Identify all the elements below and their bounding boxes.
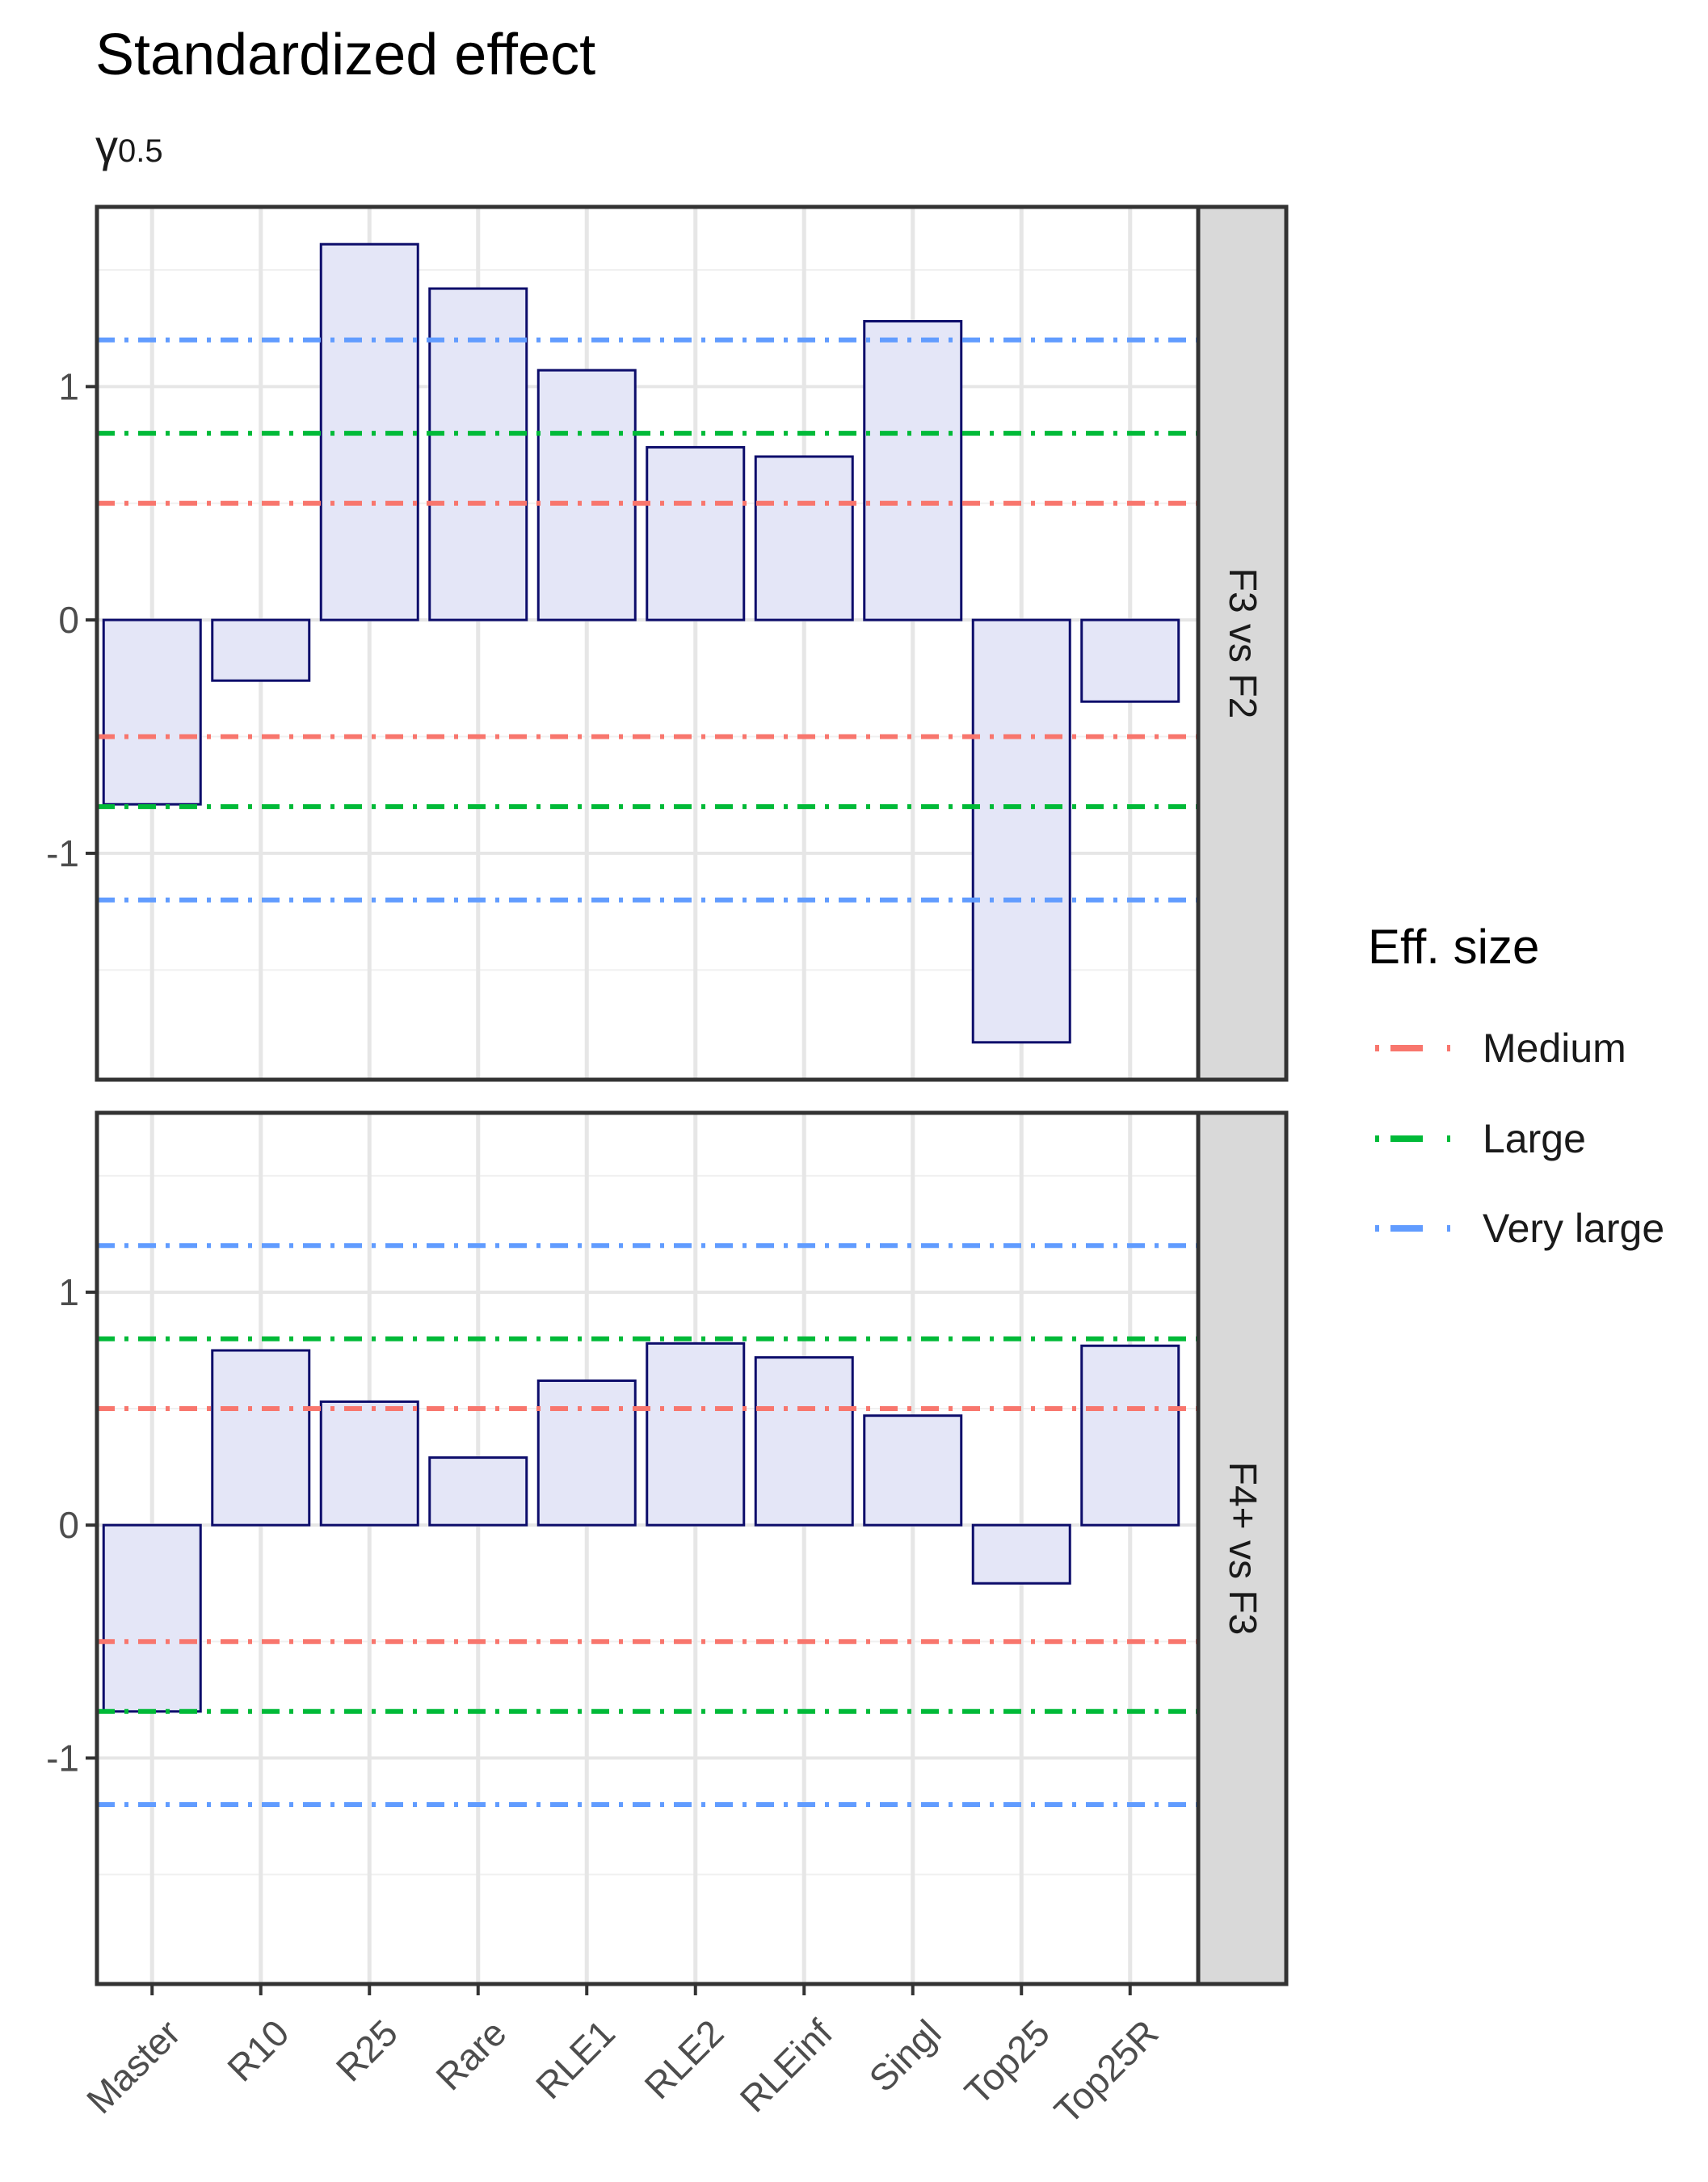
bar-singl <box>863 1414 963 1527</box>
bar-rle2 <box>646 445 746 621</box>
bar-r25 <box>319 1400 419 1527</box>
x-tick-label-rle2: RLE2 <box>636 2011 731 2107</box>
x-tick-label-top25r: Top25R <box>1046 2011 1167 2132</box>
legend-title: Eff. size <box>1368 920 1539 974</box>
bar-rare <box>428 1456 528 1527</box>
subtitle-symbol: γ <box>95 120 118 171</box>
legend-label-very-large: Very large <box>1483 1206 1664 1251</box>
chart-title: Standardized effect <box>95 23 595 87</box>
bar-r25 <box>319 242 419 621</box>
x-tick-label-r10: R10 <box>219 2011 297 2089</box>
chart-subtitle: γ0.5 <box>95 120 163 171</box>
x-tick-label-rare: Rare <box>427 2011 514 2098</box>
bar-singl <box>863 319 963 621</box>
subtitle-subscript: 0.5 <box>118 133 163 169</box>
bar-rleinf <box>754 455 854 621</box>
bar-r10 <box>211 618 311 682</box>
x-tick-label-top25: Top25 <box>957 2011 1058 2112</box>
bar-rleinf <box>754 1356 854 1527</box>
bar-r10 <box>211 1349 311 1527</box>
facet-label: F4+ vs F3 <box>1221 1462 1264 1636</box>
y-tick-label: 1 <box>58 1271 79 1313</box>
bar-top25 <box>971 618 1071 1044</box>
bar-top25 <box>971 1523 1071 1585</box>
bar-rle2 <box>646 1342 746 1527</box>
legend-label-large: Large <box>1483 1116 1586 1161</box>
bar-rle1 <box>536 1379 637 1527</box>
y-tick-label: 1 <box>58 365 79 407</box>
x-tick-label-rleinf: RLEinf <box>732 2011 841 2121</box>
bar-top25r <box>1080 618 1180 703</box>
y-tick-label: -1 <box>46 1737 79 1779</box>
facet-strip <box>1196 204 1289 1082</box>
legend-label-medium: Medium <box>1483 1026 1626 1071</box>
facet-strip <box>1196 1110 1289 1986</box>
x-tick-label-master: Master <box>78 2011 188 2121</box>
bar-top25r <box>1080 1344 1180 1527</box>
x-tick-label-r25: R25 <box>328 2011 406 2089</box>
x-tick-label-singl: Singl <box>860 2011 949 2100</box>
y-tick-label: -1 <box>46 832 79 874</box>
bar-rle1 <box>536 369 637 621</box>
bar-master <box>102 618 202 806</box>
facet-label: F3 vs F2 <box>1221 568 1264 719</box>
bar-rare <box>428 287 528 621</box>
bar-master <box>102 1523 202 1713</box>
y-tick-label: 0 <box>58 1504 79 1546</box>
y-tick-label: 0 <box>58 599 79 641</box>
x-tick-label-rle1: RLE1 <box>528 2011 623 2107</box>
